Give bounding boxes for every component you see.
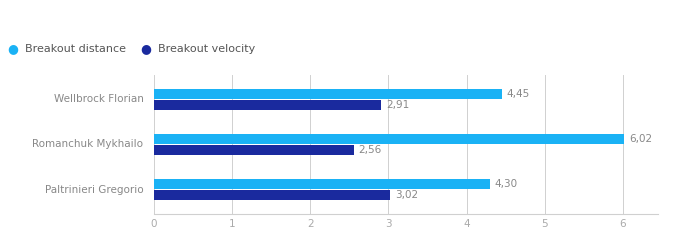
Bar xyxy=(154,179,490,189)
Bar xyxy=(154,134,624,144)
Text: Wellbrock Florian: Wellbrock Florian xyxy=(54,94,144,104)
Text: Breakout velocity: Breakout velocity xyxy=(158,44,255,54)
Text: Breakout distance: Breakout distance xyxy=(25,44,125,54)
Text: 6,02: 6,02 xyxy=(629,134,652,144)
Bar xyxy=(154,190,390,200)
Bar xyxy=(154,100,382,110)
Text: 2,91: 2,91 xyxy=(386,100,410,110)
Text: Paltrinieri Gregorio: Paltrinieri Gregorio xyxy=(45,185,144,195)
Text: 3,02: 3,02 xyxy=(395,190,418,200)
Text: Romanchuk Mykhailo: Romanchuk Mykhailo xyxy=(32,140,144,149)
Text: ●: ● xyxy=(140,42,151,55)
Text: 4,30: 4,30 xyxy=(495,179,518,189)
Text: ●: ● xyxy=(7,42,18,55)
Text: 4,45: 4,45 xyxy=(506,89,530,99)
Bar xyxy=(154,89,502,99)
Bar xyxy=(154,145,354,155)
Text: 2,56: 2,56 xyxy=(358,145,382,155)
